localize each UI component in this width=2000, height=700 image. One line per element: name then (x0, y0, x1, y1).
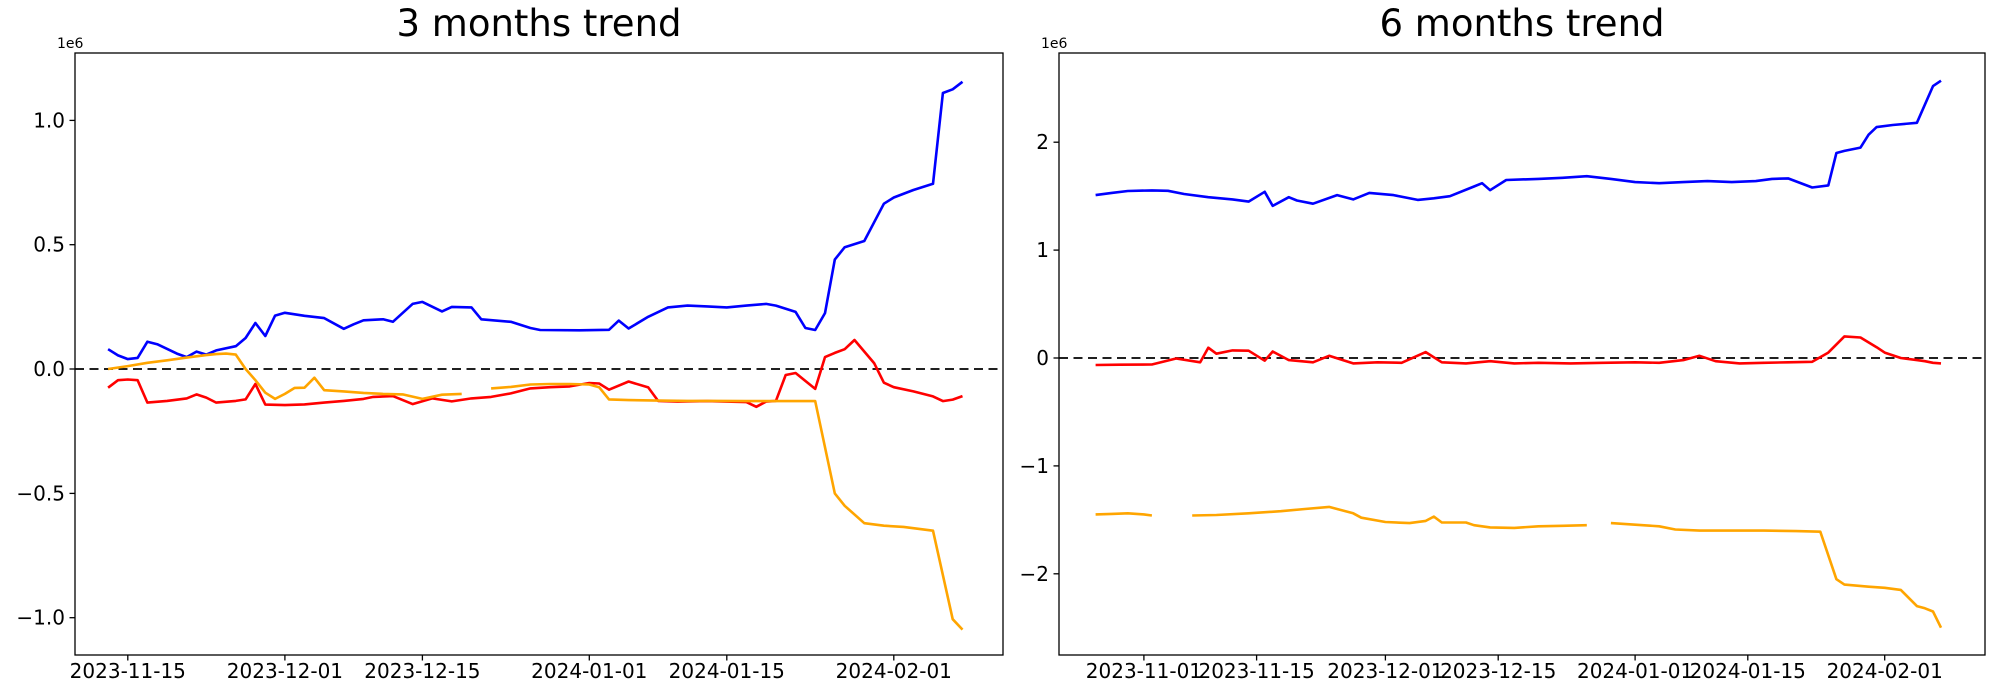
y-tick-label: −1.0 (16, 606, 65, 630)
series-line-blue (1095, 79, 1942, 208)
x-tick-label: 2023-12-01 (227, 659, 343, 683)
series-line-orange (491, 382, 964, 631)
x-tick-label: 2024-02-01 (836, 659, 952, 683)
y-tick-label: −1 (1020, 454, 1049, 478)
y-tick-label: 2 (1036, 130, 1049, 154)
series-line-blue (107, 80, 964, 361)
three-months-subplot: 2023-11-15 2023-12-01 2023-12-15 2024-01-01… (16, 52, 1004, 683)
x-tick-label: 2023-11-15 (1198, 659, 1314, 683)
x-tick-label: 2024-01-01 (1577, 659, 1693, 683)
y-tick-label: 0.5 (33, 233, 65, 257)
chart-title-right: 6 months trend (1379, 2, 1664, 45)
series-line-red (1095, 335, 1942, 367)
x-tick-label: 2023-12-15 (1440, 659, 1556, 683)
x-tick-label: 2023-12-15 (364, 659, 480, 683)
y-tick-label: 1.0 (33, 108, 65, 132)
series-line-orange (107, 352, 462, 401)
x-tick-label: 2024-01-15 (1690, 659, 1806, 683)
x-tick-label: 2023-11-01 (1086, 659, 1202, 683)
y-axis-offset-label-right: 1e6 (1041, 36, 1068, 52)
x-tick-label: 2023-12-01 (1327, 659, 1443, 683)
series-line-red (107, 338, 963, 409)
y-tick-label: −0.5 (16, 481, 65, 505)
plot-border (74, 52, 1004, 656)
series-line-orange (1610, 521, 1943, 629)
plot-border (1058, 52, 1986, 656)
y-tick-label: 1 (1036, 238, 1049, 262)
y-tick-label: 0.0 (33, 357, 65, 381)
y-axis-offset-label-left: 1e6 (57, 36, 84, 52)
y-tick-label: −2 (1020, 562, 1049, 586)
x-tick-label: 2023-11-15 (70, 659, 186, 683)
chart-title-left: 3 months trend (396, 2, 681, 45)
x-tick-label: 2024-02-01 (1827, 659, 1943, 683)
series-line-orange (1095, 511, 1153, 517)
x-tick-label: 2024-01-15 (669, 659, 785, 683)
y-tick-label: 0 (1036, 346, 1049, 370)
series-line-orange (1192, 505, 1587, 530)
x-tick-label: 2024-01-01 (531, 659, 647, 683)
